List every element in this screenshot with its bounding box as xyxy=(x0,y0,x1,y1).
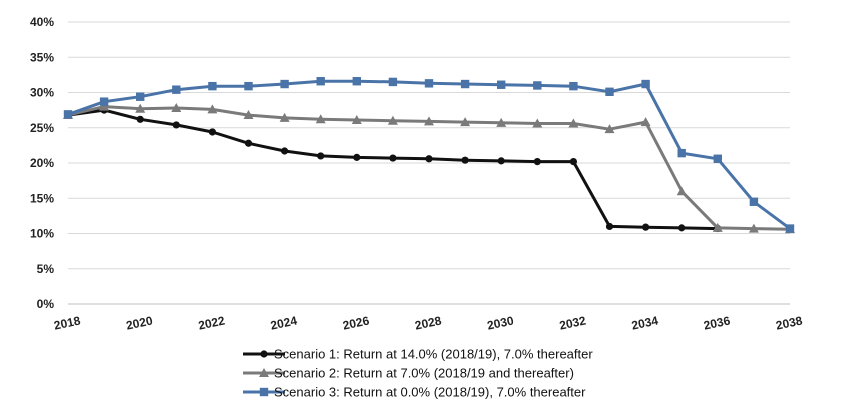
series-2-point xyxy=(676,186,687,196)
series-1-point xyxy=(389,154,397,162)
y-axis-tick-labels: 0% 5% 10% 15% 20% 25% 30% 35% 40% xyxy=(30,15,54,311)
series-1-point xyxy=(136,115,144,123)
y-tick-label: 40% xyxy=(30,15,54,29)
series-3-point xyxy=(533,81,542,90)
series-1-point xyxy=(244,139,253,147)
series-3-point xyxy=(316,77,325,86)
series-3 xyxy=(63,77,795,233)
series-2-point xyxy=(496,117,507,127)
series-2-point xyxy=(135,103,146,113)
series-3-point xyxy=(569,81,578,91)
series-2-point xyxy=(748,223,759,233)
series-3-point xyxy=(497,80,506,89)
legend: Scenario 1: Return at 14.0% (2018/19), 7… xyxy=(243,347,593,400)
legend-label: Scenario 3: Return at 0.0% (2018/19), 7.… xyxy=(274,385,586,400)
series-2-point xyxy=(532,118,543,128)
x-tick-label: 2034 xyxy=(630,313,659,332)
y-tick-label: 5% xyxy=(37,262,55,276)
series-1-point xyxy=(569,157,578,166)
series-3-point xyxy=(99,97,109,106)
series-2-point xyxy=(99,101,110,111)
series-1-point xyxy=(461,156,469,164)
series-1-point xyxy=(281,147,289,155)
y-tick-label: 15% xyxy=(30,191,54,205)
y-tick-label: 35% xyxy=(30,50,54,64)
x-tick-label: 2032 xyxy=(558,313,587,332)
legend-label: Scenario 2: Return at 7.0% (2018/19 and … xyxy=(274,366,574,381)
series-1-point xyxy=(260,350,268,358)
y-tick-label: 10% xyxy=(30,227,54,241)
series-1-point xyxy=(642,223,650,231)
series-2-point xyxy=(604,124,615,134)
series-3-point xyxy=(785,224,795,233)
series-1-point xyxy=(208,128,216,136)
legend-item-1: Scenario 1: Return at 14.0% (2018/19), 7… xyxy=(243,347,593,362)
series-1-point xyxy=(605,222,614,231)
y-tick-label: 20% xyxy=(30,156,54,170)
series-2-point xyxy=(460,117,471,127)
gridlines xyxy=(68,21,790,270)
x-tick-label: 2028 xyxy=(414,313,443,332)
series-1-point xyxy=(317,152,325,160)
x-tick-label: 2022 xyxy=(197,313,226,332)
series-2-point xyxy=(424,116,434,126)
series-3-point xyxy=(352,77,361,86)
series-2-point xyxy=(171,103,182,113)
series-3-point xyxy=(172,85,181,94)
series-1-point xyxy=(497,157,505,165)
series-3-point xyxy=(280,79,289,89)
series-3-point xyxy=(605,87,614,96)
series-2-point xyxy=(712,222,723,232)
legend-label: Scenario 1: Return at 14.0% (2018/19), 7… xyxy=(274,347,593,362)
series-3-point xyxy=(713,154,722,163)
series-2-point xyxy=(568,118,579,128)
series-2-point xyxy=(279,112,290,122)
series-2-point xyxy=(640,117,651,127)
y-tick-label: 0% xyxy=(37,297,55,311)
series-3-point xyxy=(460,79,470,89)
x-tick-label: 2026 xyxy=(341,313,370,332)
series-2-point xyxy=(259,368,269,377)
series-3-point xyxy=(259,387,269,397)
series-1-point xyxy=(353,153,361,161)
series-3-point xyxy=(136,92,145,101)
x-tick-label: 2036 xyxy=(702,313,731,332)
series-2-point xyxy=(243,110,254,120)
series-1-point xyxy=(533,157,541,166)
series-2-point xyxy=(351,114,362,124)
series-3-point xyxy=(388,77,398,87)
legend-item-2: Scenario 2: Return at 7.0% (2018/19 and … xyxy=(243,366,574,381)
series-1-point xyxy=(172,121,180,129)
x-axis-tick-labels: 2018 2020 2022 2024 2026 2028 2030 2032 2034 2036… xyxy=(53,313,804,332)
x-tick-label: 2038 xyxy=(775,313,804,332)
series-3-point xyxy=(677,148,686,158)
series-2-point xyxy=(315,114,326,124)
x-tick-label: 2030 xyxy=(486,313,515,332)
x-tick-label: 2020 xyxy=(125,313,154,332)
series-3-point xyxy=(208,81,217,91)
x-tick-label: 2024 xyxy=(269,313,298,332)
series-2 xyxy=(63,101,795,234)
y-tick-label: 25% xyxy=(30,121,54,135)
series-3-point xyxy=(63,110,73,119)
series-1-point xyxy=(678,224,686,232)
series-2-point xyxy=(207,104,218,114)
series-3-point xyxy=(749,197,759,206)
x-tick-label: 2018 xyxy=(53,313,82,332)
legend-item-3: Scenario 3: Return at 0.0% (2018/19), 7.… xyxy=(243,385,586,400)
series-1-point xyxy=(425,155,433,163)
series-group xyxy=(63,77,795,234)
y-tick-label: 30% xyxy=(30,86,54,100)
series-2-point xyxy=(387,115,398,125)
series-3-point xyxy=(244,81,253,91)
series-3-point xyxy=(424,79,434,88)
series-3-point xyxy=(641,79,650,89)
